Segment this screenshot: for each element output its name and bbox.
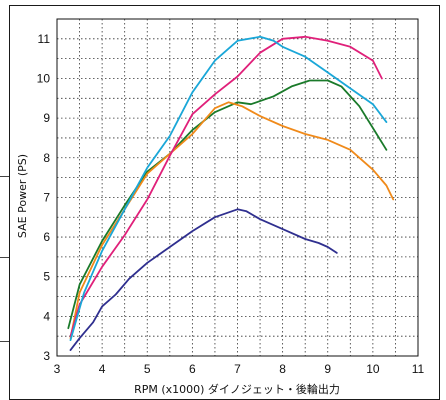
x-tick-label: 4 — [99, 362, 106, 376]
grid — [57, 19, 418, 356]
y-tick-label: 9 — [43, 111, 50, 125]
x-tick-label: 9 — [324, 362, 331, 376]
series-layer — [67, 35, 395, 351]
y-tick-label: 6 — [43, 230, 50, 244]
x-tick-label: 5 — [144, 362, 151, 376]
y-tick-label: 7 — [43, 190, 50, 204]
plot-border — [56, 18, 419, 357]
x-axis-label: RPM (x1000) ダイノジェット・後輪出力 — [134, 382, 340, 396]
chart-frame — [9, 5, 440, 400]
y-axis-ticks: 3 4 5 6 7 8 9 10 11 — [37, 32, 51, 363]
y-tick-label: 10 — [37, 71, 51, 85]
x-tick-label: 11 — [412, 362, 425, 376]
series-line-1 — [69, 208, 338, 351]
side-rule-bottom — [0, 341, 9, 342]
series-line-4 — [69, 35, 383, 338]
series-line-5 — [69, 35, 388, 341]
x-tick-label: 7 — [234, 362, 241, 376]
y-tick-label: 5 — [43, 270, 50, 284]
x-axis-ticks: 3 4 5 6 7 8 9 10 11 — [54, 362, 425, 376]
y-tick-label: 4 — [43, 309, 50, 323]
x-tick-label: 8 — [279, 362, 286, 376]
y-axis-label: SAE Power (PS) — [16, 154, 29, 238]
x-tick-label: 3 — [54, 362, 61, 376]
side-rule-middle — [0, 257, 9, 258]
y-tick-label: 3 — [43, 349, 50, 363]
side-rule-top — [0, 176, 9, 177]
x-tick-label: 6 — [189, 362, 196, 376]
x-tick-label: 10 — [366, 362, 380, 376]
y-tick-label: 8 — [43, 151, 50, 165]
y-tick-label: 11 — [38, 32, 51, 46]
series-line-2 — [67, 79, 388, 330]
